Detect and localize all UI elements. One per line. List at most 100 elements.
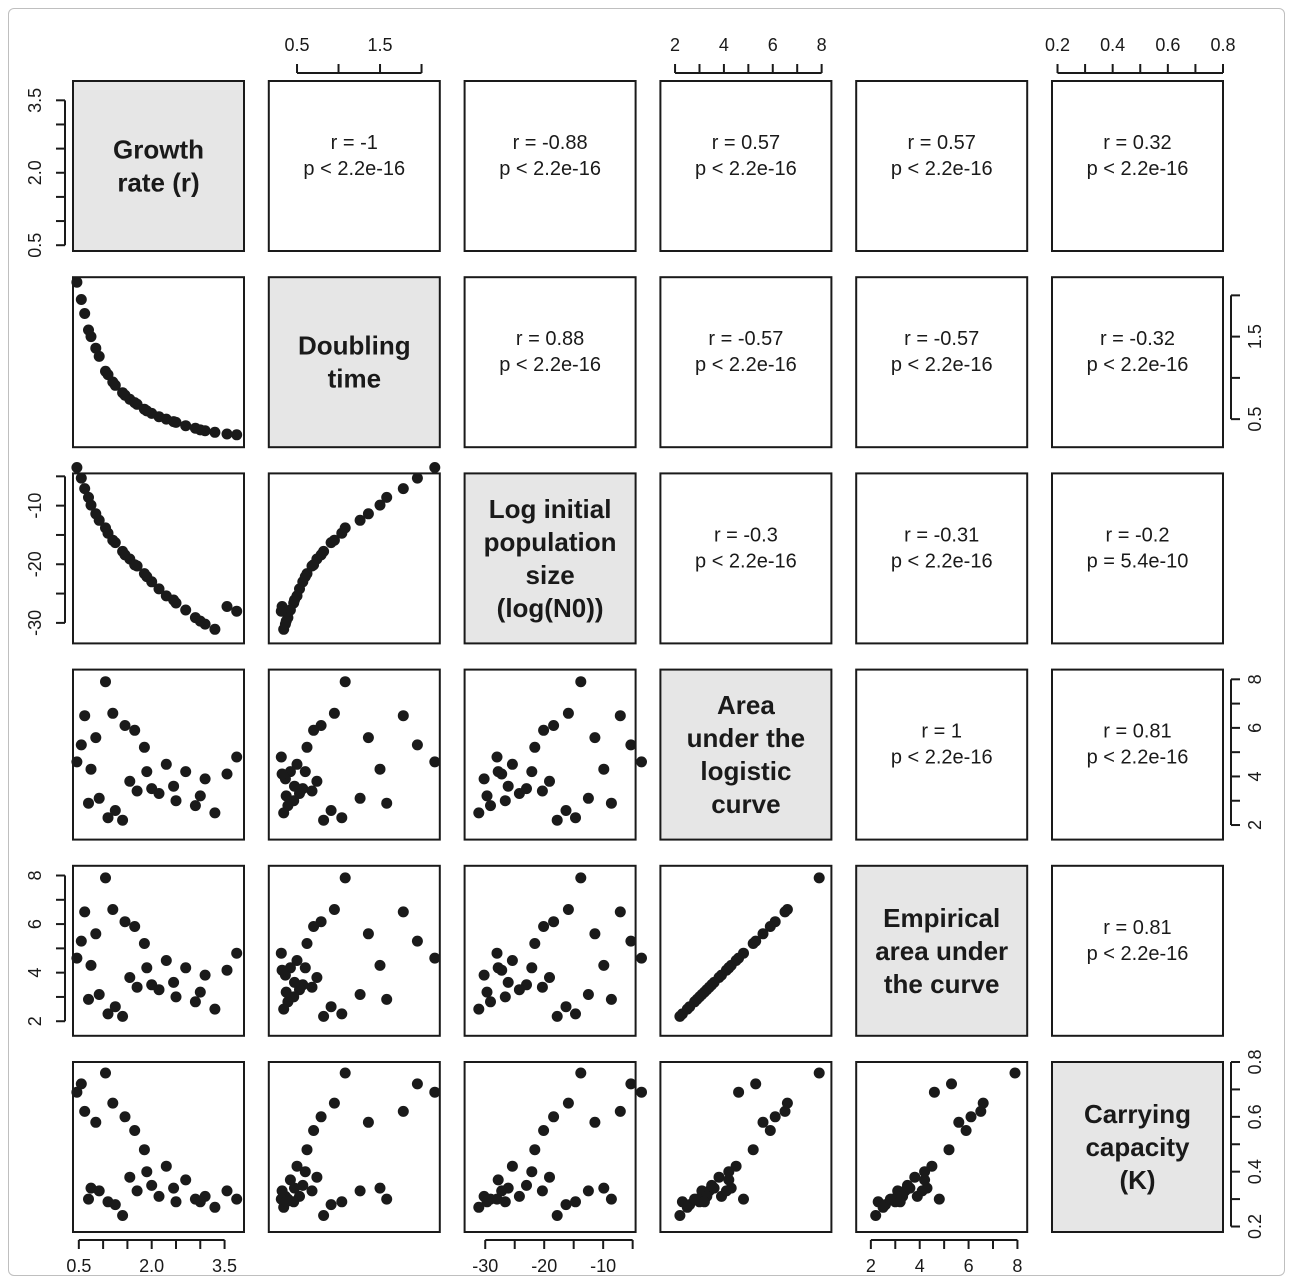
- data-point: [209, 426, 221, 438]
- data-point: [598, 763, 610, 775]
- panel-logN0-auc: r = -0.3 p < 2.2e-16: [659, 472, 833, 645]
- correlation-coefficient: r = -0.57: [904, 328, 979, 350]
- data-point: [301, 938, 313, 949]
- data-point: [674, 1210, 686, 1221]
- data-point: [100, 676, 111, 688]
- data-point: [529, 1144, 541, 1156]
- data-point: [308, 921, 320, 932]
- panel-K-logN0: [463, 1061, 647, 1233]
- data-point: [560, 1199, 572, 1211]
- data-point: [723, 962, 735, 974]
- tick-label: -30: [25, 610, 45, 636]
- data-point: [499, 795, 511, 807]
- correlation-coefficient: r = -0.3: [714, 524, 778, 546]
- data-point: [943, 1144, 955, 1156]
- p-value: p < 2.2e-16: [891, 158, 993, 180]
- tick-label: 4: [915, 1256, 925, 1276]
- y-axis-auc: 2 4 6 8: [1230, 674, 1265, 830]
- data-point: [605, 993, 617, 1005]
- data-point: [160, 955, 172, 966]
- data-point: [194, 790, 206, 802]
- data-point: [336, 1008, 348, 1020]
- data-point: [589, 1116, 601, 1128]
- data-point: [478, 969, 490, 981]
- data-point: [75, 1078, 87, 1090]
- data-point: [209, 623, 221, 635]
- data-point: [328, 707, 340, 719]
- data-point: [354, 792, 366, 804]
- data-point: [90, 928, 102, 940]
- data-point: [1009, 1067, 1021, 1079]
- data-point: [289, 780, 300, 792]
- diagonal-background: [268, 277, 440, 448]
- tick-label: 4: [1245, 771, 1265, 781]
- data-point: [397, 710, 409, 722]
- data-point: [325, 1001, 337, 1013]
- data-point: [119, 916, 131, 928]
- panel-K-auc: [659, 1061, 833, 1233]
- correlation-coefficient: r = 0.57: [908, 132, 976, 154]
- data-point: [170, 1196, 182, 1208]
- panel-auc-dt: [267, 668, 441, 841]
- data-point: [75, 739, 87, 751]
- tick-label: 6: [964, 1256, 974, 1276]
- data-point: [189, 996, 201, 1008]
- data-point: [75, 935, 87, 947]
- data-point: [308, 724, 320, 736]
- data-point: [79, 308, 91, 319]
- data-point: [138, 741, 150, 753]
- p-value: p < 2.2e-16: [695, 158, 797, 180]
- data-point: [781, 1097, 793, 1109]
- data-point: [526, 1166, 538, 1178]
- data-point: [170, 795, 182, 807]
- data-point: [83, 324, 94, 336]
- data-point: [536, 981, 548, 993]
- data-point: [904, 1182, 916, 1194]
- data-point: [502, 976, 514, 988]
- variable-label: Empirical: [883, 903, 1000, 933]
- data-point: [769, 1111, 781, 1123]
- data-point: [708, 1182, 720, 1194]
- data-point: [119, 1111, 131, 1123]
- y-axis-dt: 0.5 1.5: [1230, 294, 1265, 432]
- data-point: [764, 921, 776, 932]
- tick-label: 0.5: [1245, 407, 1265, 432]
- tick-label: 0.2: [1045, 35, 1070, 55]
- panel-border: [659, 80, 833, 252]
- diagonal-background: [660, 669, 832, 840]
- data-point: [100, 872, 111, 884]
- data-point: [538, 1125, 550, 1136]
- data-point: [813, 872, 825, 884]
- data-point: [102, 1008, 114, 1020]
- tick-label: -20: [531, 1256, 557, 1276]
- data-point: [100, 1067, 111, 1079]
- data-point: [625, 1078, 637, 1090]
- data-point: [280, 615, 292, 627]
- data-point: [221, 964, 233, 976]
- data-point: [894, 1196, 906, 1208]
- variable-label: logistic: [700, 756, 791, 786]
- panel-border: [1051, 668, 1224, 841]
- correlation-coefficient: r = 0.81: [1103, 721, 1171, 743]
- panel-border: [1051, 472, 1224, 645]
- panel-border: [1051, 864, 1224, 1037]
- data-point: [141, 1166, 153, 1178]
- data-point: [502, 780, 514, 792]
- figure-frame: [8, 8, 1285, 1276]
- data-point: [397, 483, 409, 495]
- tick-label: 8: [1245, 674, 1265, 684]
- data-point: [411, 472, 423, 484]
- data-point: [221, 601, 233, 612]
- data-point: [870, 1210, 882, 1221]
- data-point: [90, 1116, 102, 1128]
- data-point: [698, 1196, 710, 1208]
- variable-label: curve: [711, 789, 780, 819]
- tick-label: 6: [25, 919, 45, 929]
- panel-border: [72, 80, 245, 252]
- data-point: [502, 1182, 514, 1194]
- panel-border: [267, 472, 441, 645]
- data-point: [723, 1166, 735, 1178]
- data-point: [221, 428, 233, 440]
